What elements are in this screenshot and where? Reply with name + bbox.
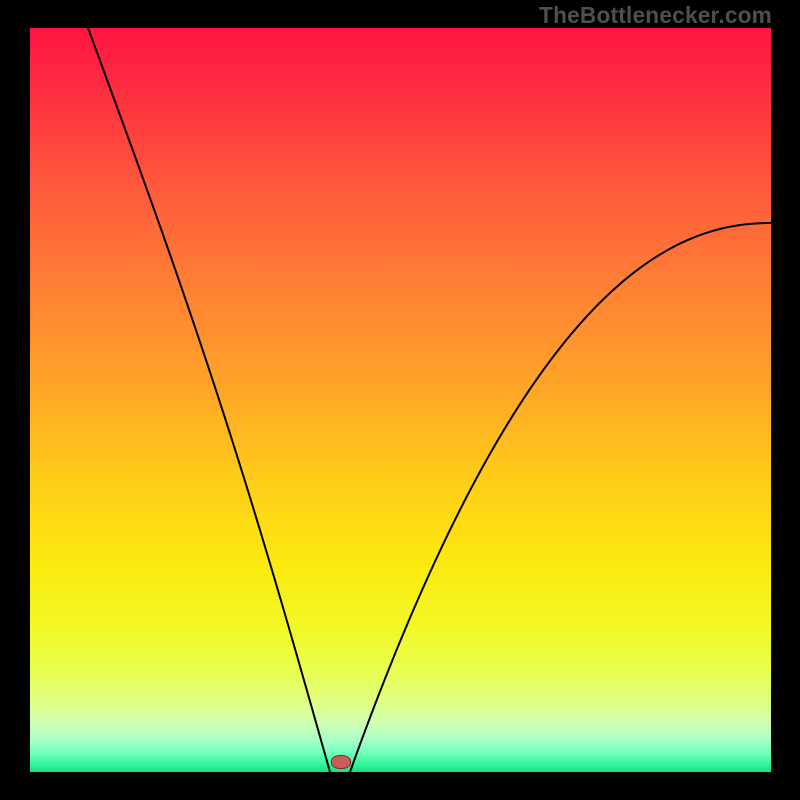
chart-container: TheBottlenecker.com xyxy=(0,0,800,800)
watermark-text: TheBottlenecker.com xyxy=(539,2,772,29)
bottleneck-curve xyxy=(88,28,771,772)
curve-layer xyxy=(30,28,771,772)
minimum-marker xyxy=(331,755,351,769)
plot-area xyxy=(30,28,771,772)
